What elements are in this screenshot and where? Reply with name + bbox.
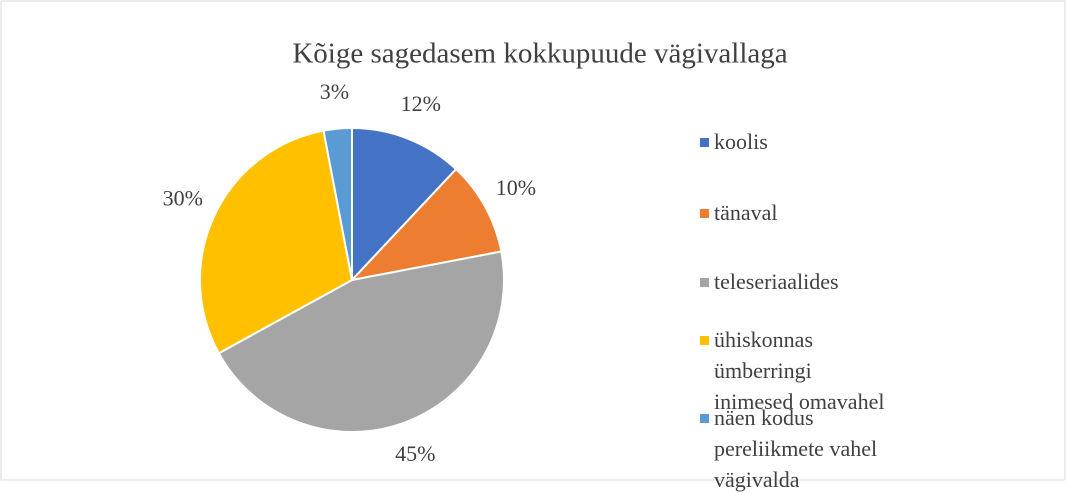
pie-slice bbox=[199, 129, 354, 355]
legend-item: koolis bbox=[700, 126, 1040, 157]
legend-label: näen kodus pereliikmete vahel vägivalda bbox=[714, 405, 878, 492]
legend-swatch bbox=[700, 336, 709, 345]
data-label: 30% bbox=[163, 185, 203, 210]
pie-slice bbox=[322, 126, 353, 281]
data-label: 3% bbox=[320, 79, 349, 104]
legend-swatch bbox=[700, 414, 709, 423]
legend-swatch bbox=[700, 209, 709, 218]
data-label: 45% bbox=[395, 441, 435, 466]
chart-svg: Kõige sagedasem kokkupuude vägivallaga 1… bbox=[0, 0, 1066, 481]
chart-border bbox=[0, 0, 1066, 481]
legend-label: ühiskonnas ümberringi inimesed omavahel bbox=[714, 327, 885, 414]
pie-slice bbox=[349, 167, 503, 282]
chart-title: Kõige sagedasem kokkupuude vägivallaga bbox=[292, 38, 787, 70]
legend-item: ühiskonnas ümberringi inimesed omavahel bbox=[700, 324, 1040, 417]
data-label: 10% bbox=[496, 175, 536, 200]
pie-slice bbox=[351, 126, 458, 283]
legend-swatch bbox=[700, 138, 709, 147]
legend-label: teleseriaalides bbox=[714, 269, 839, 294]
legend-item: tänaval bbox=[700, 197, 1040, 228]
data-label: 12% bbox=[401, 91, 441, 116]
legend-swatch bbox=[700, 278, 709, 287]
legend-label: koolis bbox=[714, 129, 768, 154]
legend-item: näen kodus pereliikmete vahel vägivalda bbox=[700, 402, 1040, 495]
legend-item: teleseriaalides bbox=[700, 266, 1040, 297]
pie-slice bbox=[217, 250, 505, 433]
legend-label: tänaval bbox=[714, 200, 778, 225]
